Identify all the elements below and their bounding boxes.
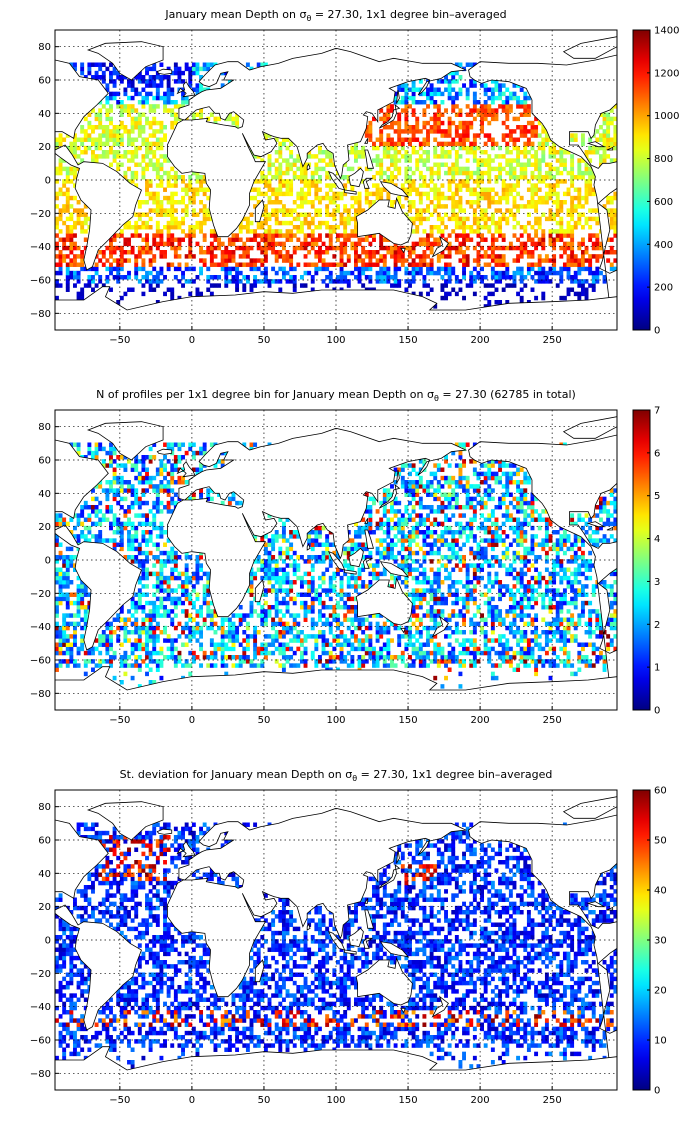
- x-tick-label: 100: [326, 715, 345, 726]
- std-deviation-map: St. deviation for January mean Depth on …: [30, 768, 667, 1106]
- colorbar-tick-label: 3: [654, 577, 660, 588]
- colorbar-tick-label: 60: [654, 786, 667, 797]
- panel-mean-depth: January mean Depth on σθ = 27.30, 1x1 de…: [0, 0, 696, 380]
- colorbar-tick-label: 1000: [654, 111, 679, 122]
- y-tick-label: 0: [45, 556, 51, 567]
- y-tick-label: −60: [30, 656, 51, 667]
- colorbar-tick-label: 0: [654, 326, 660, 337]
- colorbar: [632, 409, 651, 711]
- x-tick-label: −50: [109, 715, 130, 726]
- colorbar-tick-label: 1: [654, 663, 660, 674]
- coastlines: [55, 416, 617, 710]
- y-tick-label: −60: [30, 276, 51, 287]
- colorbar-tick-label: 50: [654, 836, 667, 847]
- colorbar: [632, 29, 651, 331]
- x-tick-label: 200: [471, 715, 490, 726]
- colorbar-tick-label: 200: [654, 283, 673, 294]
- y-tick-label: −40: [30, 1002, 51, 1013]
- grid: [55, 790, 617, 1090]
- colorbar-tick-label: 0: [654, 706, 660, 717]
- x-tick-label: 200: [471, 1095, 490, 1106]
- panel-std-deviation: St. deviation for January mean Depth on …: [0, 760, 696, 1140]
- x-tick-label: 50: [258, 335, 271, 346]
- colorbar-tick-label: 20: [654, 986, 667, 997]
- colorbar-tick-label: 1200: [654, 68, 679, 79]
- chart-title: January mean Depth on σθ = 27.30, 1x1 de…: [164, 8, 506, 23]
- panel-profile-count: N of profiles per 1x1 degree bin for Jan…: [0, 380, 696, 760]
- x-tick-label: −50: [109, 335, 130, 346]
- x-tick-label: −50: [109, 1095, 130, 1106]
- colorbar-tick-label: 0: [654, 1086, 660, 1097]
- grid: [55, 410, 617, 710]
- x-tick-label: 50: [258, 715, 271, 726]
- x-tick-label: 0: [189, 335, 195, 346]
- y-tick-label: 40: [38, 869, 51, 880]
- chart-title: N of profiles per 1x1 degree bin for Jan…: [96, 388, 576, 403]
- bin-field: [55, 62, 618, 309]
- y-tick-label: 80: [38, 802, 51, 813]
- y-tick-label: 20: [38, 902, 51, 913]
- y-tick-label: −60: [30, 1036, 51, 1047]
- x-tick-label: 250: [543, 335, 562, 346]
- coastlines: [55, 796, 617, 1090]
- y-tick-label: −20: [30, 969, 51, 980]
- y-tick-label: 40: [38, 489, 51, 500]
- y-tick-label: 20: [38, 142, 51, 153]
- x-tick-label: 150: [399, 335, 418, 346]
- colorbar-tick-label: 5: [654, 491, 660, 502]
- y-tick-label: −80: [30, 309, 51, 320]
- colorbar-tick-label: 2: [654, 620, 660, 631]
- mean-depth-map: January mean Depth on σθ = 27.30, 1x1 de…: [30, 8, 680, 346]
- x-tick-label: 50: [258, 1095, 271, 1106]
- y-tick-label: −40: [30, 242, 51, 253]
- y-tick-label: 60: [38, 456, 51, 467]
- y-tick-label: −80: [30, 1069, 51, 1080]
- x-tick-label: 200: [471, 335, 490, 346]
- colorbar-tick-label: 40: [654, 886, 667, 897]
- colorbar-tick-label: 6: [654, 448, 660, 459]
- x-tick-label: 100: [326, 1095, 345, 1106]
- bin-field: [55, 822, 618, 1069]
- y-tick-label: 0: [45, 936, 51, 947]
- y-tick-label: −80: [30, 689, 51, 700]
- y-tick-label: −20: [30, 589, 51, 600]
- colorbar-tick-label: 30: [654, 936, 667, 947]
- y-tick-label: 60: [38, 76, 51, 87]
- y-tick-label: 60: [38, 836, 51, 847]
- colorbar-tick-label: 400: [654, 240, 673, 251]
- colorbar-tick-label: 800: [654, 154, 673, 165]
- colorbar-tick-label: 10: [654, 1036, 667, 1047]
- chart-title: St. deviation for January mean Depth on …: [120, 768, 553, 783]
- colorbar-tick-label: 1400: [654, 26, 679, 37]
- colorbar-tick-label: 4: [654, 534, 660, 545]
- x-tick-label: 150: [399, 715, 418, 726]
- y-tick-label: −20: [30, 209, 51, 220]
- x-tick-label: 0: [189, 1095, 195, 1106]
- y-tick-label: 80: [38, 42, 51, 53]
- grid: [55, 30, 617, 330]
- y-tick-label: 20: [38, 522, 51, 533]
- x-tick-label: 250: [543, 715, 562, 726]
- profile-count-map: N of profiles per 1x1 degree bin for Jan…: [30, 388, 660, 726]
- y-tick-label: −40: [30, 622, 51, 633]
- colorbar-tick-label: 7: [654, 406, 660, 417]
- y-tick-label: 80: [38, 422, 51, 433]
- y-tick-label: 40: [38, 109, 51, 120]
- x-tick-label: 250: [543, 1095, 562, 1106]
- y-tick-label: 0: [45, 176, 51, 187]
- x-tick-label: 100: [326, 335, 345, 346]
- coastlines: [55, 36, 617, 330]
- x-tick-label: 150: [399, 1095, 418, 1106]
- colorbar-tick-label: 600: [654, 197, 673, 208]
- x-tick-label: 0: [189, 715, 195, 726]
